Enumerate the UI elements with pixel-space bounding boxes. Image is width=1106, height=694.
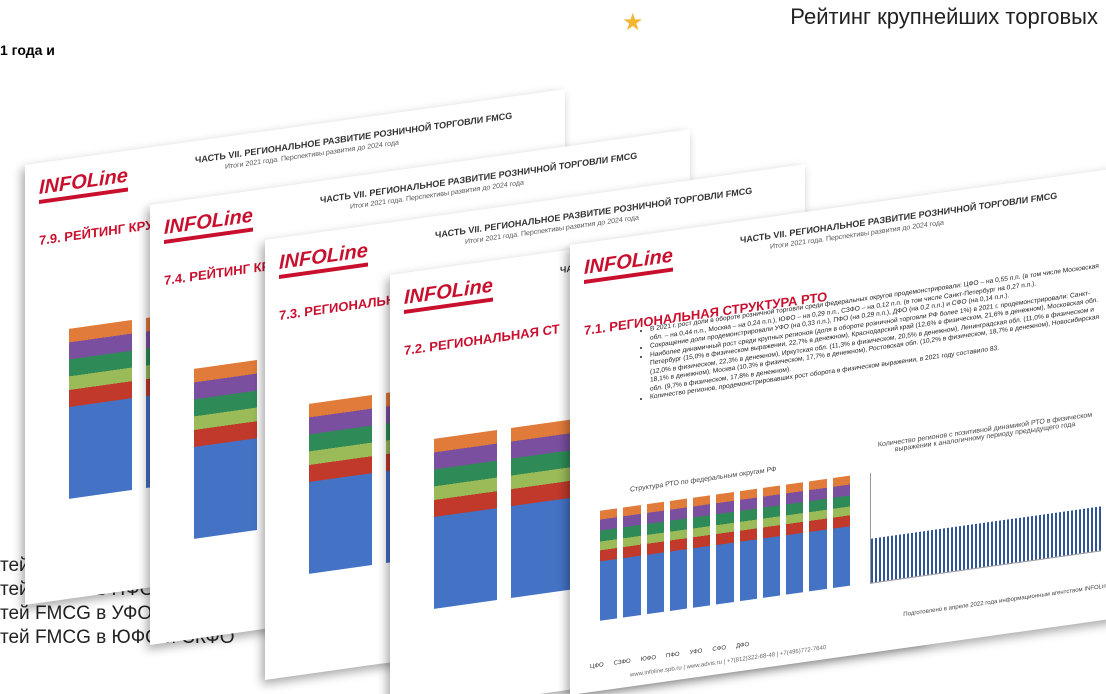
bar-decor bbox=[309, 394, 373, 574]
bullets: В 2021 г. рост доли в обороте розничной … bbox=[640, 263, 1100, 404]
bar-decor bbox=[693, 495, 711, 608]
legend-item: УФО bbox=[689, 648, 703, 657]
bars bbox=[600, 475, 850, 621]
section-title: 7.9. РЕЙТИНГ КРУ bbox=[39, 216, 154, 249]
bar-decor bbox=[669, 498, 688, 611]
slide-title: ЧАСТЬ VII. РЕГИОНАЛЬНОЕ РАЗВИТИЕ РОЗНИЧН… bbox=[195, 110, 513, 166]
bar-decor bbox=[762, 485, 781, 598]
bar-decor bbox=[194, 359, 258, 539]
bar-decor bbox=[69, 319, 133, 499]
legend-item: ДФО bbox=[735, 641, 750, 650]
bar-decor bbox=[623, 505, 641, 618]
legend-item: СФО bbox=[712, 645, 726, 653]
logo: INFOLine bbox=[39, 164, 128, 205]
bar-decor bbox=[786, 482, 804, 595]
bar-decor bbox=[809, 478, 827, 592]
bar-decor bbox=[832, 475, 850, 589]
legend-item: ЦФО bbox=[590, 662, 604, 671]
list-item: тей FMCG в УФО bbox=[0, 603, 153, 624]
logo: INFOLine bbox=[279, 239, 368, 280]
title-fragment: 1 года и bbox=[0, 42, 55, 58]
bar-decor bbox=[646, 501, 664, 615]
section-title: 7.3. РЕГИОНАЛЬНА bbox=[279, 290, 405, 324]
section-title: 7.2. РЕГИОНАЛЬНАЯ СТ bbox=[404, 321, 560, 359]
prepared-note: Подготовлено в апреле 2022 года информац… bbox=[903, 583, 1106, 619]
bar-decor bbox=[434, 429, 498, 609]
logo: INFOLine bbox=[404, 274, 493, 315]
legend-item: ЮФО bbox=[640, 654, 657, 664]
legend-item: ПФО bbox=[666, 651, 680, 660]
star-icon: ★ bbox=[622, 9, 644, 36]
chart-placeholder bbox=[580, 466, 850, 654]
banner: Рейтинг крупнейших торговых bbox=[790, 4, 1098, 29]
bar-decor bbox=[716, 492, 734, 605]
logo: INFOLine bbox=[164, 204, 253, 245]
line-chart-placeholder bbox=[870, 440, 1101, 584]
bar-decor bbox=[600, 508, 618, 621]
logo: INFOLine bbox=[584, 244, 673, 285]
bar-decor bbox=[511, 419, 575, 598]
legend-item: СЗФО bbox=[613, 658, 631, 667]
bar-decor bbox=[739, 488, 757, 602]
